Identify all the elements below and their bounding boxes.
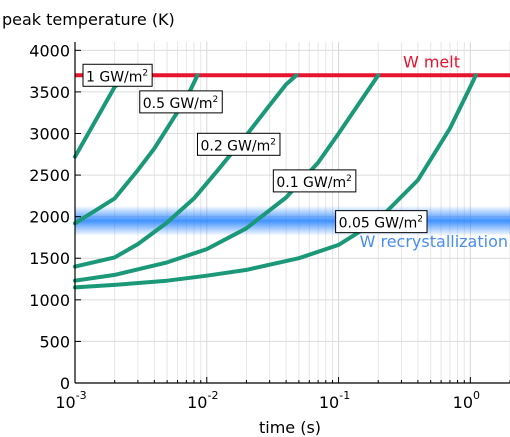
series-label-superscript: 2	[346, 174, 352, 184]
recrystallization-label: W recrystallization	[360, 232, 508, 251]
series-label-main: 0.1 GW/m	[276, 175, 346, 191]
y-tick-label: 2500	[29, 166, 70, 185]
series-label-main: 0.2 GW/m	[200, 138, 270, 154]
recrystallization-band	[75, 205, 510, 236]
y-tick-label: 500	[39, 332, 70, 351]
recrystallization-band-layer	[75, 205, 510, 236]
y-tick-label: 0	[60, 374, 70, 393]
x-axis-title: time (s)	[259, 418, 321, 437]
y-axis-title: peak temperature (K)	[2, 10, 175, 29]
series-label-box	[272, 169, 357, 193]
x-tick-label-base: 10	[453, 393, 473, 412]
x-tick-label: 100	[453, 389, 480, 412]
series-label-text: 0.05 GW/m2	[339, 215, 423, 232]
x-tick-label: 10-1	[319, 389, 350, 412]
y-tick-label: 3000	[29, 124, 70, 143]
x-tick-label-base: 10	[55, 393, 75, 412]
series-label-superscript: 2	[142, 68, 148, 78]
series-layer	[73, 73, 478, 290]
axes	[74, 42, 510, 384]
series-label-4: 0.05 GW/m2	[335, 210, 428, 234]
x-tick-label-base: 10	[319, 393, 339, 412]
series-label-3: 0.1 GW/m2	[272, 169, 357, 193]
series-label-superscript: 2	[270, 137, 276, 147]
series-label-text: 1 GW/m2	[86, 68, 148, 85]
x-tick-label-exponent: -3	[76, 389, 87, 402]
series-label-superscript: 2	[213, 95, 219, 105]
melt-line-label: W melt	[403, 52, 460, 71]
y-tick-label: 3500	[29, 83, 70, 102]
x-tick-label-exponent: -1	[339, 389, 350, 402]
series-label-main: 1 GW/m	[86, 69, 142, 85]
series-label-0: 1 GW/m2	[82, 63, 153, 87]
y-tick-label: 1500	[29, 249, 70, 268]
series-label-1: 0.5 GW/m2	[139, 90, 223, 114]
series-line-4	[73, 73, 478, 290]
y-tick-label: 1000	[29, 291, 70, 310]
series-label-box	[139, 90, 223, 114]
y-tick-label: 2000	[29, 208, 70, 227]
x-tick-label: 10-3	[55, 389, 86, 412]
series-label-text: 0.5 GW/m2	[143, 95, 219, 112]
series-label-text: 0.2 GW/m2	[200, 137, 275, 154]
series-label-box	[335, 210, 428, 234]
series-label-text: 0.1 GW/m2	[276, 174, 352, 191]
series-label-2: 0.2 GW/m2	[196, 132, 281, 156]
series-label-superscript: 2	[417, 215, 423, 225]
series-label-main: 0.5 GW/m	[143, 96, 213, 112]
series-label-main: 0.05 GW/m	[339, 216, 418, 232]
series-line-0	[73, 73, 130, 159]
y-tick-label: 4000	[29, 41, 70, 60]
series-line-2	[73, 73, 299, 269]
series-label-box	[196, 132, 281, 156]
x-tick-label: 10-2	[187, 389, 218, 412]
x-tick-label-exponent: 0	[473, 389, 480, 402]
series-label-box	[82, 63, 153, 87]
x-tick-label-exponent: -2	[207, 389, 218, 402]
series-line-3	[73, 73, 381, 283]
x-tick-label-base: 10	[187, 393, 207, 412]
